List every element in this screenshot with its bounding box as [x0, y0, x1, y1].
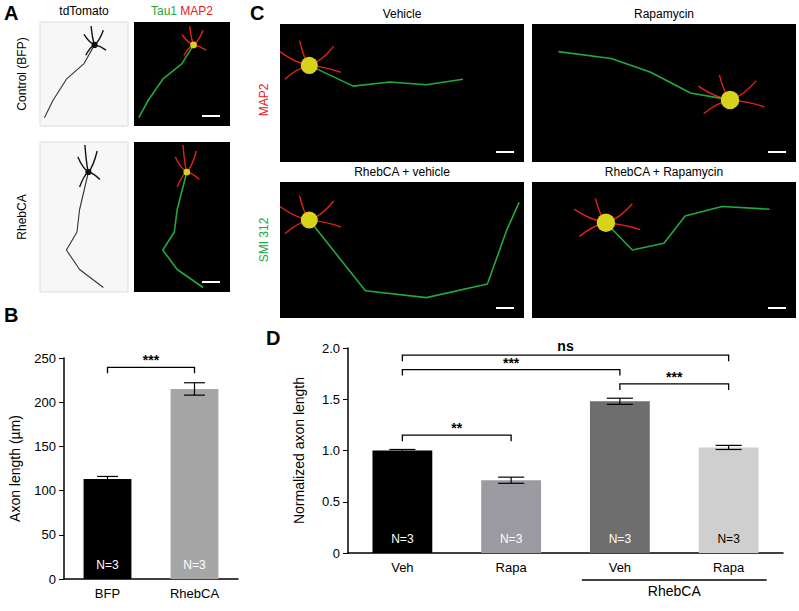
svg-text:0.5: 0.5 — [322, 494, 340, 509]
svg-text:RhebCA: RhebCA — [648, 583, 702, 599]
svg-text:BFP: BFP — [95, 586, 120, 601]
svg-text:B: B — [4, 304, 18, 326]
svg-text:N=3: N=3 — [183, 558, 206, 572]
svg-text:Axon length (µm): Axon length (µm) — [7, 415, 23, 522]
svg-text:200: 200 — [34, 395, 56, 410]
svg-text:***: *** — [503, 355, 520, 371]
svg-text:Veh: Veh — [391, 560, 413, 575]
svg-text:RhebCA + vehicle: RhebCA + vehicle — [354, 165, 450, 179]
svg-text:***: *** — [143, 352, 160, 368]
svg-text:***: *** — [666, 369, 683, 385]
svg-text:N=3: N=3 — [717, 532, 740, 546]
svg-text:D: D — [266, 327, 280, 349]
svg-text:tdTomato: tdTomato — [59, 4, 109, 18]
svg-text:RhebCA + Rapamycin: RhebCA + Rapamycin — [605, 165, 723, 179]
svg-text:Normalized axon length: Normalized axon length — [291, 377, 307, 524]
svg-text:ns: ns — [557, 338, 574, 354]
svg-text:Rapa: Rapa — [713, 560, 745, 575]
svg-text:1.0: 1.0 — [322, 443, 340, 458]
svg-text:Vehicle: Vehicle — [383, 7, 422, 21]
svg-text:2.0: 2.0 — [322, 341, 340, 356]
svg-text:N=3: N=3 — [609, 532, 632, 546]
svg-text:1.5: 1.5 — [322, 392, 340, 407]
svg-text:N=3: N=3 — [500, 532, 523, 546]
svg-text:N=3: N=3 — [391, 532, 414, 546]
svg-text:100: 100 — [34, 483, 56, 498]
svg-text:C: C — [250, 2, 264, 24]
svg-text:Tau1 MAP2: Tau1 MAP2 — [151, 4, 213, 18]
svg-text:SMI 312: SMI 312 — [257, 217, 271, 262]
svg-text:**: ** — [451, 420, 462, 436]
svg-text:Control (BFP): Control (BFP) — [15, 37, 29, 110]
svg-text:150: 150 — [34, 439, 56, 454]
svg-text:250: 250 — [34, 351, 56, 366]
svg-text:N=3: N=3 — [96, 558, 119, 572]
svg-text:Rapamycin: Rapamycin — [634, 7, 694, 21]
svg-text:50: 50 — [42, 527, 56, 542]
svg-text:RhebCA: RhebCA — [170, 586, 219, 601]
svg-text:A: A — [4, 2, 18, 24]
svg-text:0: 0 — [49, 572, 56, 587]
svg-text:RhebCA: RhebCA — [15, 194, 29, 239]
svg-text:Veh: Veh — [609, 560, 631, 575]
svg-text:MAP2: MAP2 — [257, 83, 271, 116]
svg-text:Rapa: Rapa — [496, 560, 528, 575]
svg-text:0: 0 — [333, 546, 340, 561]
